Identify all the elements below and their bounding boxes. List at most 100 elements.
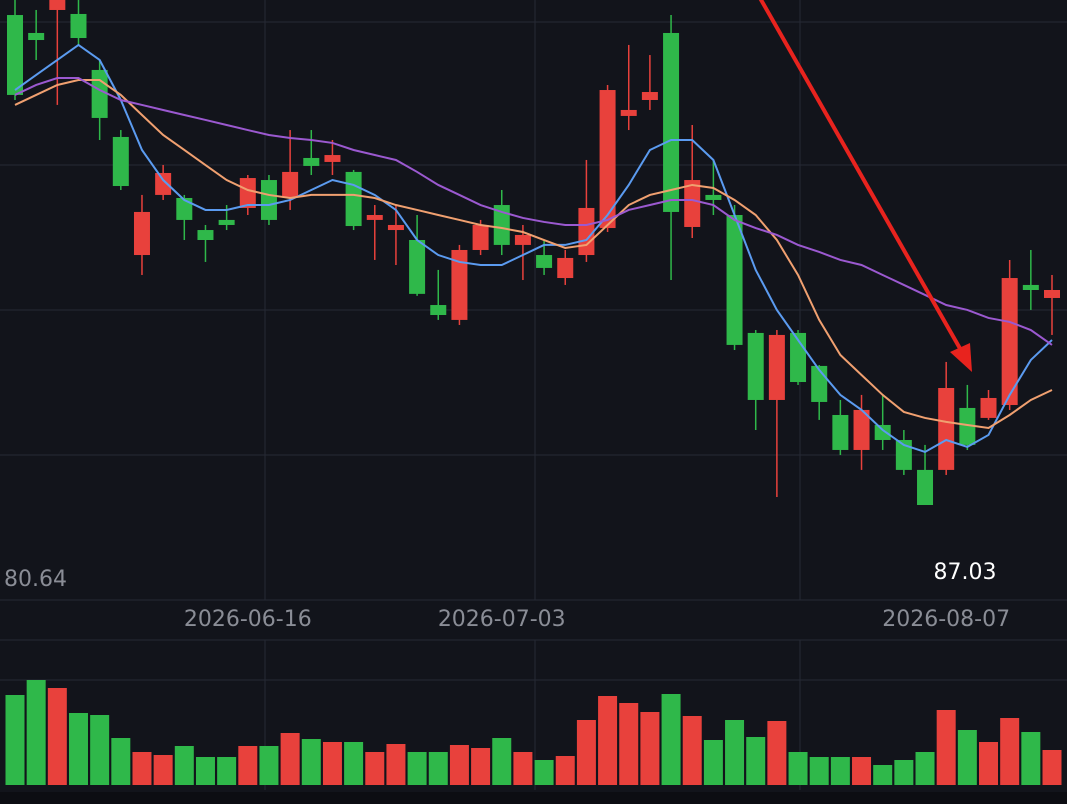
volume-bar [619, 703, 639, 785]
volume-bar [344, 742, 364, 785]
candle-body [282, 171, 299, 197]
volume-bar [47, 688, 67, 785]
volume-bar [259, 746, 279, 785]
volume-bar [195, 757, 215, 785]
volume-bar [238, 746, 258, 785]
candle-body [705, 194, 722, 200]
volume-bar [174, 746, 194, 785]
x-tick-label: 2026-07-03 [438, 607, 566, 632]
volume-bar [661, 694, 681, 785]
volume-bar [830, 757, 850, 785]
y-tick-label: 80.64 [4, 567, 67, 592]
candle-body [620, 109, 637, 116]
candle-body [1001, 278, 1018, 406]
volume-bar [407, 752, 427, 785]
candle-body [747, 332, 764, 400]
volume-bar [365, 752, 385, 785]
candle-body [1022, 284, 1039, 290]
volume-bar [111, 738, 131, 785]
volume-bar [5, 695, 25, 785]
candle-body [514, 234, 531, 245]
candle-body [599, 90, 616, 229]
moving-average-line [14, 77, 1053, 346]
candle-body [895, 439, 912, 470]
arrow-line [758, 0, 964, 353]
volume-bar [788, 752, 808, 785]
volume-bar [428, 752, 448, 785]
volume-bar [936, 710, 956, 785]
candle-body [684, 180, 701, 227]
candle-body [980, 397, 997, 418]
volume-bar [703, 740, 723, 785]
candle-body [324, 155, 341, 162]
candle-body [387, 224, 404, 231]
bottom-bar [0, 792, 1067, 804]
volume-bar [1042, 750, 1062, 785]
volume-bar [957, 730, 977, 785]
volume-bar [682, 716, 702, 785]
candle-body [239, 178, 256, 208]
candle-body [874, 424, 891, 440]
candle-body [768, 334, 785, 400]
candle-body [218, 219, 235, 225]
volume-bar [471, 748, 491, 785]
candle-body [641, 92, 658, 100]
volume-bar [576, 720, 596, 785]
x-tick-label: 2026-06-16 [184, 607, 312, 632]
volume-bar [132, 752, 152, 785]
arrow [758, 0, 972, 372]
candle-body [557, 257, 574, 279]
candle-body [938, 387, 955, 470]
candle-body [345, 171, 362, 227]
marks: 80.64 2026-06-16 2026-07-03 2026-08-07 87.03 [4, 0, 1062, 785]
volume-bar [492, 738, 512, 785]
volume-bar [640, 712, 660, 785]
candle-body [578, 207, 595, 256]
volume-bar [449, 745, 469, 785]
candle-body [70, 13, 87, 39]
volume-bar [894, 760, 914, 785]
volume-bar [979, 742, 999, 785]
candle-body [366, 215, 383, 220]
candle-body [536, 255, 553, 268]
candle-body [409, 240, 426, 294]
candle-body [663, 32, 680, 212]
volume-bar [322, 742, 342, 785]
candle-body [959, 407, 976, 445]
volume-bar [301, 739, 321, 785]
volume-bar [534, 760, 554, 785]
candle-body [28, 32, 45, 41]
arrow-head [950, 343, 972, 372]
candle-body [176, 197, 193, 220]
candle-body [155, 172, 172, 195]
candle-body [133, 211, 150, 256]
candle-body [493, 205, 510, 245]
volume-bar [915, 752, 935, 785]
candle-body [303, 157, 320, 166]
low-label: 87.03 [934, 560, 997, 585]
volume-bar [555, 756, 575, 785]
volume-bar [1021, 732, 1041, 785]
candle-body [91, 69, 108, 118]
candle-body [853, 409, 870, 450]
volume-bar [725, 720, 745, 785]
candle-body [49, 0, 66, 10]
volume-bar [68, 713, 88, 785]
volume-bar [852, 757, 872, 785]
candle-body [917, 469, 934, 506]
candle-body [430, 305, 447, 315]
candle-body [726, 215, 743, 345]
volume-bar [1000, 718, 1020, 785]
volume-bar [280, 733, 300, 785]
volume-bar [809, 757, 829, 785]
x-tick-label: 2026-08-07 [882, 607, 1010, 632]
moving-average-line [14, 43, 1053, 454]
volume-bar [90, 715, 110, 785]
volume-bar [513, 752, 533, 785]
candle-body [260, 180, 277, 220]
candle-body [112, 136, 129, 187]
volume-bar [746, 737, 766, 785]
volume-bar [598, 696, 618, 785]
